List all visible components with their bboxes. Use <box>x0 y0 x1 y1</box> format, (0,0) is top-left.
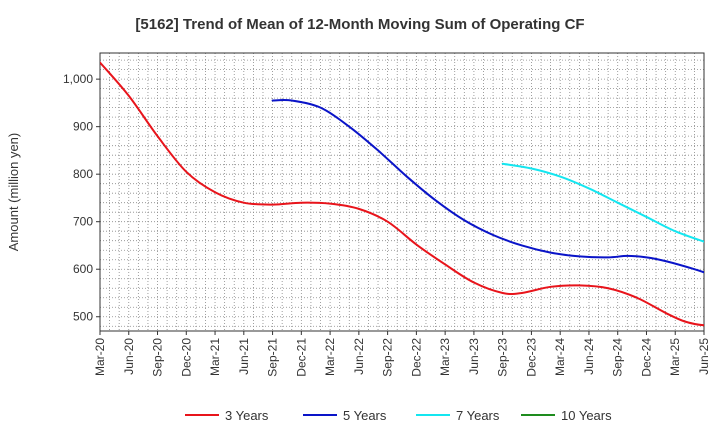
y-axis: 500 600 700 800 900 1,000 <box>63 72 100 324</box>
x-tick-label: Jun-25 <box>697 338 711 375</box>
y-tick-label: 600 <box>73 262 93 276</box>
x-tick-label: Sep-21 <box>266 338 280 377</box>
series-line-5-years <box>271 98 704 274</box>
plot-frame <box>99 52 705 332</box>
grid <box>100 53 704 331</box>
x-tick-label: Jun-24 <box>582 338 596 375</box>
y-tick-label: 1,000 <box>63 72 93 86</box>
legend-label: 3 Years <box>225 408 269 423</box>
legend: 3 Years 5 Years 7 Years 10 Years <box>185 408 612 423</box>
y-tick-label: 500 <box>73 310 93 324</box>
chart-title: [5162] Trend of Mean of 12-Month Moving … <box>135 16 584 33</box>
y-tick-label: 900 <box>73 120 93 134</box>
x-tick-label: Dec-24 <box>639 338 653 377</box>
x-tick-label: Sep-22 <box>381 338 395 377</box>
x-tick-label: Sep-20 <box>151 338 165 377</box>
x-tick-label: Mar-24 <box>553 338 567 376</box>
legend-item-5-years: 5 Years <box>303 408 387 423</box>
legend-label: 7 Years <box>456 408 500 423</box>
x-axis: Mar-20 Jun-20 Sep-20 Dec-20 Mar-21 Jun-21 Sep-… <box>93 331 711 377</box>
series-layer <box>100 61 704 327</box>
x-tick-label: Mar-22 <box>323 338 337 376</box>
legend-item-3-years: 3 Years <box>185 408 269 423</box>
x-tick-label: Dec-22 <box>409 338 423 377</box>
x-tick-label: Dec-23 <box>524 338 538 377</box>
legend-item-7-years: 7 Years <box>416 408 500 423</box>
x-tick-label: Mar-23 <box>438 338 452 376</box>
series-line-7-years <box>501 162 704 243</box>
x-tick-label: Mar-25 <box>668 338 682 376</box>
x-tick-label: Sep-24 <box>611 338 625 377</box>
legend-label: 5 Years <box>343 408 387 423</box>
x-tick-label: Jun-23 <box>467 338 481 375</box>
series-line-3-years <box>100 61 704 327</box>
legend-label: 10 Years <box>561 408 612 423</box>
x-tick-label: Mar-20 <box>93 338 107 376</box>
x-tick-label: Dec-20 <box>179 338 193 377</box>
legend-item-10-years: 10 Years <box>521 408 612 423</box>
x-tick-label: Jun-20 <box>122 338 136 375</box>
y-tick-label: 800 <box>73 167 93 181</box>
x-tick-label: Jun-22 <box>352 338 366 375</box>
y-tick-label: 700 <box>73 215 93 229</box>
x-tick-label: Jun-21 <box>237 338 251 375</box>
x-tick-label: Dec-21 <box>294 338 308 377</box>
x-tick-label: Mar-21 <box>208 338 222 376</box>
y-axis-label: Amount (million yen) <box>6 133 21 252</box>
x-tick-label: Sep-23 <box>496 338 510 377</box>
